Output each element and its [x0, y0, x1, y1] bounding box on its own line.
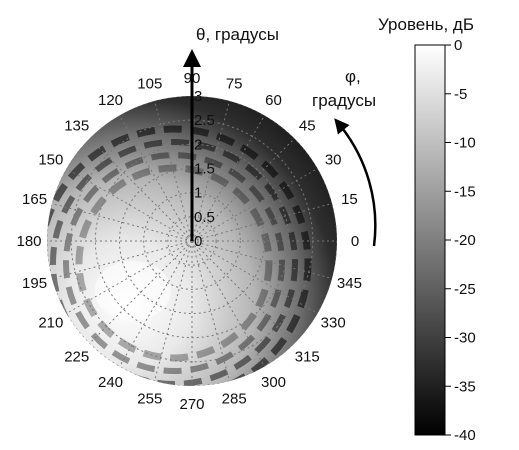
theta-tick-label: 3	[194, 88, 202, 105]
phi-tick-label: 315	[295, 348, 320, 365]
phi-tick-label: 330	[321, 315, 346, 332]
colorbar-tick-label: -15	[454, 183, 476, 200]
phi-tick-label: 0	[351, 233, 359, 250]
phi-tick-label: 15	[341, 191, 358, 208]
theta-tick-label: 2.5	[194, 112, 215, 129]
phi-tick-label: 45	[299, 118, 316, 135]
phi-axis-arrow	[339, 124, 375, 246]
phi-tick-label: 285	[222, 390, 247, 407]
phi-tick-label: 345	[337, 275, 362, 292]
theta-tick-label: 0	[194, 233, 202, 250]
phi-tick-label: 165	[22, 191, 47, 208]
phi-axis-label-line1: φ,	[345, 67, 361, 86]
phi-tick-label: 120	[98, 92, 123, 109]
phi-tick-label: 210	[38, 315, 63, 332]
phi-tick-label: 105	[137, 76, 162, 93]
theta-tick-label: 0.5	[194, 209, 215, 226]
phi-tick-label: 270	[179, 396, 204, 413]
theta-axis-label: θ, градусы	[196, 25, 279, 44]
colorbar-tick-label: -20	[454, 232, 476, 249]
hotspot	[95, 261, 171, 321]
colorbar-tick-label: -40	[454, 427, 476, 444]
phi-tick-label: 180	[16, 233, 41, 250]
phi-tick-label: 30	[325, 152, 342, 169]
phi-tick-label: 135	[64, 118, 89, 135]
phi-tick-label: 240	[98, 374, 123, 391]
colorbar-tick-label: -10	[454, 135, 476, 152]
colorbar-tick-label: -30	[454, 330, 476, 347]
phi-tick-label: 75	[226, 76, 243, 93]
colorbar-tick-label: -25	[454, 281, 476, 298]
theta-tick-labels: 0 0.5 1 1.5 2 2.5 3	[194, 88, 215, 250]
theta-tick-label: 1.5	[194, 161, 215, 178]
phi-axis-label-line2: градусы	[312, 91, 376, 110]
phi-tick-label: 255	[137, 390, 162, 407]
phi-tick-label: 150	[38, 152, 63, 169]
colorbar-ticks: 0 -5 -10 -15 -20 -25 -30 -35 -40	[445, 37, 476, 444]
phi-tick-label: 225	[64, 348, 89, 365]
phi-tick-label: 60	[265, 92, 282, 109]
phi-tick-label: 90	[184, 70, 201, 87]
colorbar-tick-label: -35	[454, 378, 476, 395]
theta-tick-label: 1	[194, 185, 202, 202]
colorbar-tick-label: 0	[454, 37, 462, 54]
colorbar-tick-label: -5	[454, 86, 467, 103]
colorbar	[415, 45, 445, 435]
phi-tick-label: 195	[22, 275, 47, 292]
phi-tick-label: 300	[261, 374, 286, 391]
theta-tick-label: 2	[194, 136, 202, 153]
colorbar-label: Уровень, дБ	[378, 15, 474, 34]
